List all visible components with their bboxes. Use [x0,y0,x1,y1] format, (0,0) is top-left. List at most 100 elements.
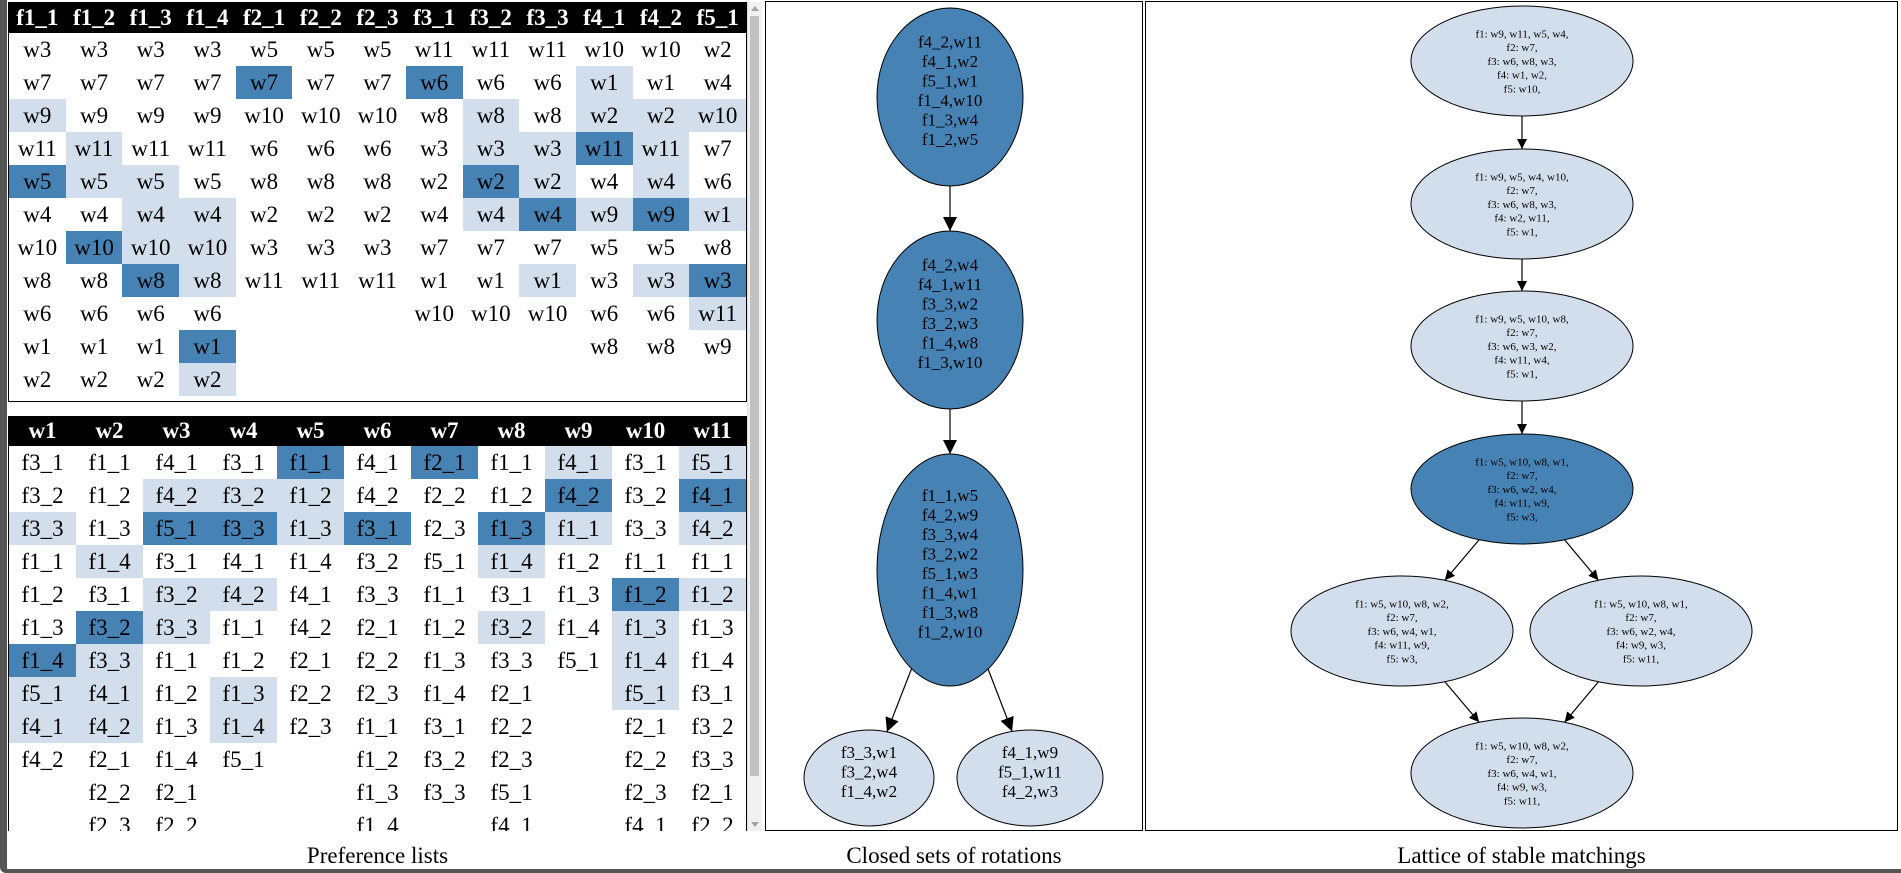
rot-node-label: f1_4,w10 [918,91,983,110]
lat-edge [1444,681,1480,723]
lat-node[interactable]: f1: w9, w5, w4, w10, f2: w7, f3: w6, w8, w… [1410,148,1634,260]
scroll-up-arrow-icon[interactable] [751,6,759,11]
preference-cell [463,363,520,396]
preference-cell: f1_4 [210,710,277,743]
preference-cell: w1 [575,66,633,99]
preference-cell: f3_3 [624,515,667,541]
rot-node-label: f5_1,w1 [922,72,978,91]
preference-cell: w7 [533,234,562,260]
preference-cell: w5 [363,36,392,62]
preference-cell: w10 [244,102,284,128]
lat-node[interactable]: f1: w5, w10, w8, w2, f2: w7, f3: w6, w4, w… [1410,717,1634,829]
preference-cell: f2_3 [289,713,332,739]
lat-node-label: f5: w1, [1506,226,1537,238]
preference-cell: w7 [193,69,222,95]
preference-cell: w6 [306,135,335,161]
lat-node-label: f2: w7, [1506,42,1537,54]
lat-node-label: f2: w7, [1625,612,1656,624]
preference-cell: w10 [357,102,398,128]
lat-node[interactable]: f1: w9, w11, w5, w4, f2: w7, f3: w6, w8, w… [1410,5,1634,117]
preference-cell: f3_2 [423,746,466,772]
preference-cell: w3 [590,267,619,293]
preference-cell: f1_3 [155,713,198,739]
lat-node-label: f2: w7, [1506,754,1537,766]
column-header-f4_1: f4_1 [575,3,633,33]
preference-cell: w8 [79,267,109,293]
lat-node[interactable]: f1: w5, w10, w8, w1, f2: w7, f3: w6, w2, w… [1410,433,1634,545]
rot-node[interactable]: f4_2,w4f4_1,w11f3_3,w2f3_2,w3f1_4,w8f1_3… [876,230,1024,410]
table-row: w8 w8 w8 w8 w11 w11 w11 w1 w1 w1 w3 w3 w3 [9,264,746,297]
rot-node-label: f1_4,w8 [922,334,978,353]
column-header-f3_3: f3_3 [519,3,576,33]
preference-lists-panel[interactable]: f1_1 f1_2 f1_3 f1_4 f2_1 f2_2 f2_3 f3_1 f3_2 f3_3… [8,2,747,831]
preference-cell: w11 [689,297,746,330]
preference-cell: w7 [363,69,392,95]
rot-node-label: f4_1,w11 [918,275,982,294]
preference-cell: w4 [420,201,449,227]
preference-cell: f4_2 [289,614,332,640]
rot-node-label: f4_2,w11 [918,33,982,52]
column-header-w6: w6 [344,416,411,446]
preference-cell: w2 [519,165,576,198]
preference-cell: f2_1 [289,647,332,673]
scroll-down-arrow-icon[interactable] [751,822,759,827]
table-row: w2 w2 w2 w2 [9,363,746,396]
preference-cell: w2 [250,201,279,227]
table-row: f3_3 f1_3 f5_1 f3_3 f1_3 f3_1 f2_3 f1_3 f1_1 f3_3… [9,512,746,545]
rot-node[interactable]: f1_1,w5f4_2,w9f3_3,w4f3_2,w2f5_1,w3f1_4,… [876,453,1024,687]
preference-cell: f2_2 [624,746,667,772]
preference-cell: w6 [533,69,562,95]
preference-cell: f4_2 [21,746,64,772]
preference-cell: w8 [646,333,675,359]
lat-node[interactable]: f1: w5, w10, w8, w2, f2: w7, f3: w6, w4, w… [1290,575,1514,687]
preference-cell: f1_2 [490,482,533,508]
scroll-thumb[interactable] [750,16,759,776]
preference-lists-scrollbar[interactable] [747,2,762,831]
rot-node-shape [876,230,1024,410]
lat-node-shape [1290,575,1514,687]
preference-cell: w3 [79,36,109,62]
rot-node-label: f1_3,w10 [918,353,983,372]
preference-cell: w4 [23,201,52,227]
rot-edge [885,668,913,733]
preference-cell: f2_2 [289,680,332,706]
lat-node[interactable]: f1: w5, w10, w8, w1, f2: w7, f3: w6, w2, w… [1529,575,1753,687]
preference-cell: w9 [703,333,732,359]
preference-cell: f1_1 [624,548,667,574]
lat-node[interactable]: f1: w9, w5, w10, w8, f2: w7, f3: w6, w3, w… [1410,290,1634,402]
preference-cell: w11 [528,36,567,62]
worker-preferences-table: w1 w2 w3 w4 w5 w6 w7 w8 w9 w10 w11 f3_1 f1_1 f4_1 f3_1… [9,416,746,831]
preference-cell: f2_1 [88,746,131,772]
rot-node-shape [956,729,1104,827]
rot-node-label: f1_1,w5 [922,486,978,505]
preference-cell: w10 [414,300,454,326]
column-header-f2_3: f2_3 [349,3,406,33]
lat-edge [1564,539,1599,581]
preference-cell: w2 [703,36,732,62]
firm-preferences-table-box: f1_1 f1_2 f1_3 f1_4 f2_1 f2_2 f2_3 f3_1 f3_2 f3_3… [8,2,747,402]
preference-cell: w8 [533,102,562,128]
preference-cell: w8 [122,264,180,297]
rot-node[interactable]: f4_2,w11f4_1,w2f5_1,w1f1_4,w10f1_3,w4f1_… [876,7,1024,187]
preference-cell: w3 [420,135,449,161]
table-row: f3_1 f1_1 f4_1 f3_1 f1_1 f4_1 f2_1 f1_1 f4_1 f3_1… [9,446,746,479]
preference-cell [406,330,463,363]
preference-cell: w2 [136,366,165,392]
preference-cell: w10 [179,231,236,264]
table-row: f2_2 f2_1 f1_3 f3_3 f5_1 f2_3 f2_1 [9,776,746,809]
preference-cell: f1_3 [691,614,734,640]
rot-node-label: f3_2,w3 [922,314,978,333]
lat-node-label: f5: w10, [1504,83,1541,95]
preference-cell: f4_2 [76,710,143,743]
preference-cell: f1_4 [9,644,76,677]
lat-node-label: f3: w6, w4, w1, [1487,768,1556,780]
preference-cell: f1_4 [155,746,198,772]
table-row: f3_2 f1_2 f4_2 f3_2 f1_2 f4_2 f2_2 f1_2 f4_2 f3_2… [9,479,746,512]
rot-node-label: f1_3,w8 [922,603,978,622]
preference-cell: f2_3 [88,812,131,832]
preference-cell: f2_3 [490,746,533,772]
lat-node-label: f1: w5, w10, w8, w2, [1475,740,1569,752]
worker-preferences-table-box: w1 w2 w3 w4 w5 w6 w7 w8 w9 w10 w11 f3_1 f1_1 f4_1 f3_1… [8,416,747,831]
